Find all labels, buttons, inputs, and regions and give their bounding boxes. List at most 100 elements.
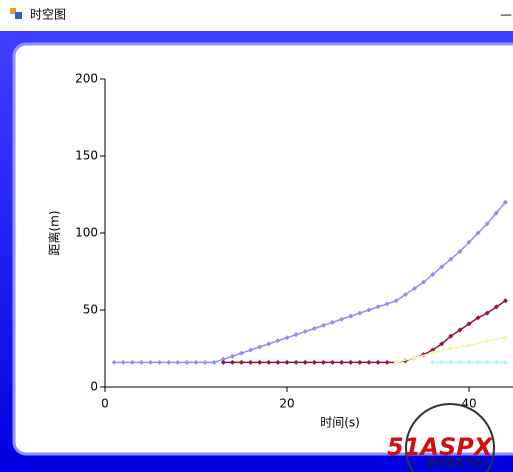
- data-point: [502, 199, 508, 205]
- x-axis-label: 时间(s): [320, 416, 360, 430]
- data-point: [457, 248, 463, 254]
- data-point: [457, 359, 463, 365]
- data-point: [284, 335, 290, 341]
- data-point: [330, 359, 335, 365]
- data-point: [430, 359, 436, 365]
- data-point: [184, 359, 190, 365]
- data-point: [439, 264, 445, 270]
- data-point: [311, 359, 317, 365]
- data-point: [302, 359, 308, 365]
- data-point: [193, 359, 199, 365]
- data-point: [120, 359, 126, 365]
- data-point: [493, 210, 499, 216]
- data-point: [484, 310, 490, 316]
- y-tick-label: 50: [83, 303, 98, 317]
- watermark-ring: [405, 403, 495, 472]
- data-point: [502, 298, 508, 304]
- data-point: [229, 353, 235, 359]
- y-tick-label: 100: [75, 226, 98, 240]
- data-point: [466, 342, 472, 348]
- watermark: 51ASPX: [387, 433, 494, 461]
- data-point: [293, 359, 299, 365]
- data-point: [357, 310, 363, 316]
- data-point: [266, 341, 272, 347]
- data-point: [320, 322, 326, 328]
- data-point: [211, 359, 217, 365]
- data-point: [357, 359, 363, 365]
- data-point: [502, 359, 508, 365]
- data-point: [421, 279, 426, 285]
- data-point: [484, 338, 490, 344]
- data-point: [148, 359, 153, 365]
- data-point: [284, 359, 290, 365]
- data-point: [275, 338, 281, 344]
- data-point: [257, 359, 263, 365]
- data-point: [366, 359, 372, 365]
- data-point: [348, 359, 354, 365]
- y-tick-label: 0: [90, 380, 98, 394]
- data-point: [138, 359, 144, 365]
- data-point: [339, 359, 345, 365]
- data-point: [220, 356, 226, 362]
- data-point: [257, 344, 263, 350]
- data-point: [302, 329, 308, 335]
- data-point: [366, 307, 372, 313]
- data-point: [239, 359, 244, 365]
- data-point: [448, 256, 454, 262]
- data-point: [402, 292, 408, 298]
- data-point: [466, 321, 472, 327]
- data-point: [248, 347, 254, 353]
- data-point: [411, 355, 417, 361]
- data-point: [311, 325, 317, 331]
- x-tick-label: 0: [101, 397, 109, 411]
- data-point: [448, 346, 454, 351]
- data-point: [393, 298, 399, 304]
- data-point: [448, 333, 454, 339]
- data-point: [484, 221, 490, 227]
- app-icon: [15, 12, 22, 19]
- data-point: [375, 304, 381, 310]
- x-tick-label: 20: [279, 397, 294, 411]
- data-point: [175, 359, 181, 365]
- data-point: [229, 359, 235, 365]
- data-point: [157, 359, 163, 365]
- data-point: [330, 319, 335, 325]
- y-tick-label: 200: [75, 72, 98, 86]
- data-point: [293, 332, 299, 338]
- watermark-subtitle: 源码服务专家: [425, 457, 485, 470]
- data-point: [129, 359, 135, 365]
- chart-panel: [12, 42, 513, 456]
- data-point: [430, 347, 436, 353]
- y-tick-label: 150: [75, 149, 98, 163]
- data-point: [493, 304, 499, 310]
- data-point: [457, 327, 463, 333]
- data-point: [384, 301, 390, 307]
- data-point: [275, 359, 281, 365]
- window-title: 时空图: [30, 8, 66, 22]
- data-point: [475, 315, 481, 321]
- data-point: [475, 359, 481, 365]
- data-point: [202, 359, 208, 365]
- data-point: [248, 359, 254, 365]
- data-point: [220, 359, 226, 365]
- minimize-button[interactable]: —: [500, 8, 512, 22]
- data-point: [430, 272, 436, 278]
- data-point: [430, 350, 436, 356]
- data-point: [439, 359, 445, 365]
- data-point: [320, 359, 326, 365]
- data-point: [448, 359, 454, 365]
- data-point: [475, 230, 481, 236]
- data-point: [166, 359, 172, 365]
- data-point: [348, 313, 354, 319]
- data-point: [411, 285, 417, 291]
- y-axis-label: 距离(m): [47, 210, 62, 255]
- data-point: [466, 239, 472, 245]
- data-point: [484, 359, 490, 365]
- app-icon: [10, 8, 16, 14]
- data-point: [266, 359, 272, 365]
- data-point: [439, 341, 445, 347]
- data-point: [239, 350, 244, 356]
- data-point: [502, 335, 508, 341]
